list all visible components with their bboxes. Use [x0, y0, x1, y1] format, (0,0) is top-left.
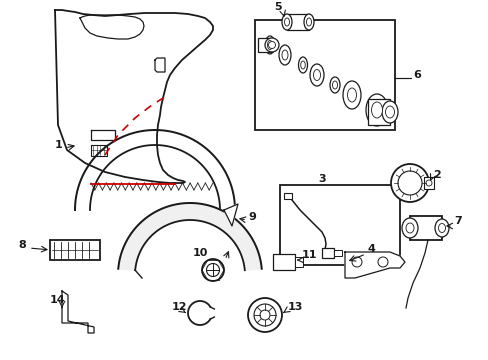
- Ellipse shape: [264, 38, 279, 52]
- Bar: [280, 185, 399, 265]
- Ellipse shape: [298, 57, 307, 73]
- Text: 1: 1: [55, 140, 62, 150]
- Text: 11: 11: [302, 250, 317, 260]
- Ellipse shape: [267, 40, 272, 49]
- Ellipse shape: [202, 259, 224, 281]
- Ellipse shape: [247, 298, 282, 332]
- Polygon shape: [118, 203, 261, 270]
- Polygon shape: [345, 252, 404, 278]
- Ellipse shape: [253, 304, 275, 326]
- Text: 13: 13: [287, 302, 303, 312]
- Text: 10: 10: [193, 248, 208, 258]
- Ellipse shape: [300, 61, 305, 69]
- Text: 9: 9: [247, 212, 255, 222]
- Bar: [286, 14, 308, 30]
- Ellipse shape: [381, 101, 397, 123]
- Text: 14: 14: [50, 295, 65, 305]
- Text: 5: 5: [274, 2, 282, 12]
- Bar: [254, 20, 394, 130]
- Text: 8: 8: [18, 240, 26, 250]
- Bar: [284, 193, 291, 199]
- Polygon shape: [62, 291, 94, 333]
- Ellipse shape: [332, 81, 337, 89]
- Ellipse shape: [268, 41, 275, 49]
- Bar: [409, 216, 441, 240]
- Ellipse shape: [401, 218, 417, 238]
- Ellipse shape: [347, 88, 356, 102]
- Ellipse shape: [405, 223, 413, 233]
- Ellipse shape: [306, 18, 311, 26]
- Bar: [294, 257, 303, 267]
- Ellipse shape: [260, 310, 269, 320]
- Bar: [333, 250, 341, 256]
- Ellipse shape: [351, 257, 361, 267]
- Polygon shape: [55, 10, 213, 183]
- Ellipse shape: [313, 69, 320, 81]
- Polygon shape: [91, 130, 115, 140]
- Ellipse shape: [397, 171, 421, 195]
- Bar: [50, 240, 100, 260]
- Ellipse shape: [385, 106, 394, 118]
- Ellipse shape: [371, 102, 382, 118]
- Ellipse shape: [365, 94, 387, 126]
- Text: 4: 4: [366, 244, 374, 254]
- Ellipse shape: [438, 224, 445, 233]
- Polygon shape: [91, 145, 107, 156]
- Text: 3: 3: [318, 174, 325, 184]
- Ellipse shape: [342, 81, 360, 109]
- Bar: [272, 254, 294, 270]
- Ellipse shape: [309, 64, 324, 86]
- Ellipse shape: [425, 180, 431, 186]
- Ellipse shape: [279, 45, 290, 65]
- Text: 2: 2: [432, 170, 440, 180]
- Ellipse shape: [282, 14, 291, 30]
- Ellipse shape: [282, 50, 287, 60]
- Text: 7: 7: [453, 216, 461, 226]
- Bar: [367, 99, 389, 125]
- Ellipse shape: [434, 219, 448, 237]
- Bar: [258, 38, 271, 52]
- Text: 12: 12: [172, 302, 187, 312]
- Polygon shape: [155, 58, 164, 72]
- Text: 6: 6: [412, 70, 420, 80]
- Ellipse shape: [284, 18, 289, 26]
- Ellipse shape: [390, 164, 428, 202]
- Ellipse shape: [329, 77, 339, 93]
- Bar: [423, 177, 433, 189]
- Ellipse shape: [304, 14, 313, 30]
- Ellipse shape: [377, 257, 387, 267]
- Polygon shape: [224, 204, 238, 226]
- Ellipse shape: [264, 36, 274, 54]
- Bar: [321, 248, 333, 258]
- Ellipse shape: [206, 264, 219, 276]
